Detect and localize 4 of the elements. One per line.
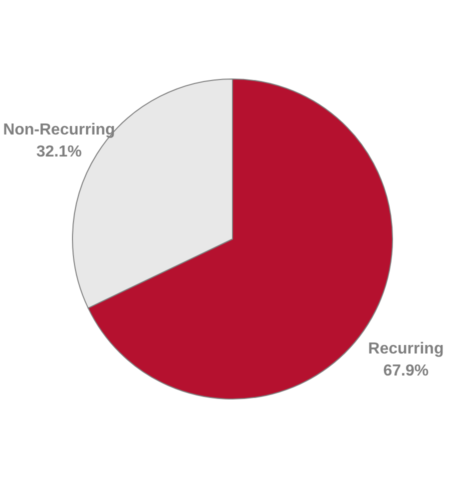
slice-label: Recurring: [368, 340, 444, 358]
data-label: 32.1%: [36, 144, 82, 161]
slice-label: Non-Recurring: [3, 122, 116, 139]
data-label: 67.9%: [383, 362, 429, 380]
